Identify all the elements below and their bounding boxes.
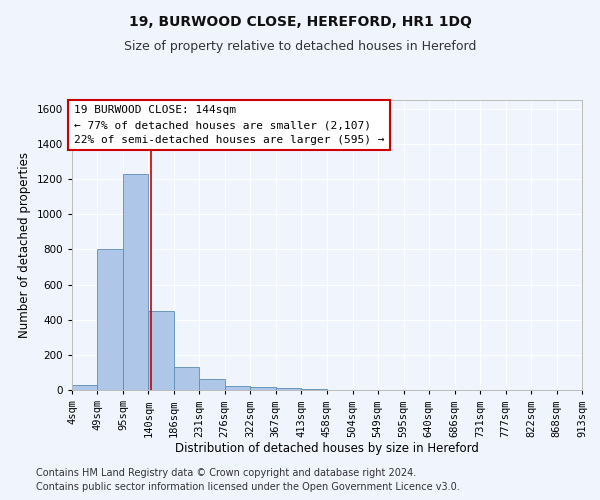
Text: Size of property relative to detached houses in Hereford: Size of property relative to detached ho…	[124, 40, 476, 53]
Text: Contains public sector information licensed under the Open Government Licence v3: Contains public sector information licen…	[36, 482, 460, 492]
Bar	[250, 388, 275, 390]
Bar	[275, 388, 301, 390]
Bar	[97, 250, 123, 390]
Bar	[123, 174, 148, 390]
Bar	[224, 386, 250, 390]
Bar	[199, 380, 224, 390]
Y-axis label: Number of detached properties: Number of detached properties	[18, 152, 31, 338]
Bar	[72, 386, 97, 390]
Bar	[148, 311, 174, 390]
X-axis label: Distribution of detached houses by size in Hereford: Distribution of detached houses by size …	[175, 442, 479, 455]
Bar	[174, 367, 199, 390]
Text: 19 BURWOOD CLOSE: 144sqm
← 77% of detached houses are smaller (2,107)
22% of sem: 19 BURWOOD CLOSE: 144sqm ← 77% of detach…	[74, 106, 384, 145]
Text: Contains HM Land Registry data © Crown copyright and database right 2024.: Contains HM Land Registry data © Crown c…	[36, 468, 416, 477]
Text: 19, BURWOOD CLOSE, HEREFORD, HR1 1DQ: 19, BURWOOD CLOSE, HEREFORD, HR1 1DQ	[128, 15, 472, 29]
